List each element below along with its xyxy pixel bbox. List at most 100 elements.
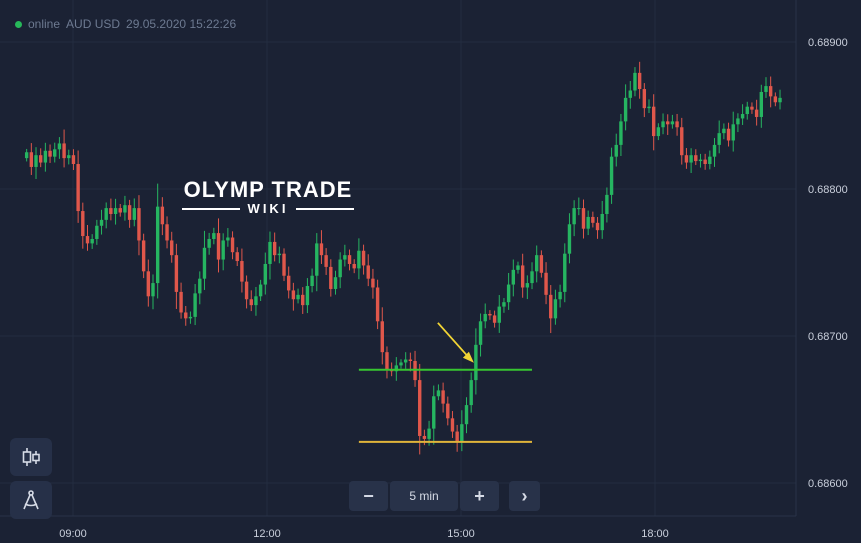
candle-body [24, 152, 29, 159]
candle-body [553, 299, 558, 319]
candle-body [258, 284, 263, 297]
candle-body [623, 97, 628, 122]
candle-body [708, 156, 712, 165]
candle-body [689, 155, 693, 163]
candle-body [268, 241, 272, 264]
candle-body [656, 127, 661, 137]
candle-body [726, 128, 731, 141]
candle-body [347, 255, 352, 264]
candle-body [722, 128, 726, 134]
next-button[interactable]: › [509, 481, 540, 511]
candle-body [380, 321, 384, 353]
candle-body [277, 253, 282, 256]
candle-body [534, 255, 539, 272]
drawing-tools-button[interactable] [10, 481, 52, 519]
candle-body [670, 121, 675, 125]
candle-body [230, 237, 235, 253]
candle-body [198, 278, 202, 294]
candle-body [184, 312, 188, 319]
timeframe-decrease-button[interactable]: − [349, 481, 388, 511]
candle-body [272, 241, 277, 256]
timeframe-increase-button[interactable]: + [460, 481, 499, 511]
candle-body [315, 243, 319, 276]
candle-body [661, 121, 665, 128]
candle-body [361, 250, 366, 266]
candle-body [773, 96, 778, 103]
candle-body [305, 286, 310, 306]
candle-body [539, 255, 544, 273]
candle-body [516, 265, 520, 270]
candle-body [254, 296, 258, 306]
x-tick-label: 09:00 [59, 528, 87, 540]
candle-body [436, 390, 441, 397]
candle-body [207, 238, 211, 248]
candle-body [296, 294, 300, 300]
candle-body [619, 121, 623, 145]
candle-body [563, 253, 567, 292]
candle-body [731, 124, 735, 141]
candlestick-icon [22, 448, 40, 466]
candle-body [483, 313, 487, 322]
candle-body [319, 243, 324, 256]
candle-body [170, 240, 174, 256]
candle-body [141, 240, 146, 272]
candle-body [605, 194, 609, 214]
x-tick-label: 18:00 [641, 528, 669, 540]
candle-body [43, 150, 48, 163]
candle-body [750, 106, 754, 110]
candle-body [244, 281, 249, 300]
candle-body [240, 261, 244, 282]
candle-body [520, 265, 525, 288]
candle-body [455, 431, 459, 442]
candle-body [633, 72, 637, 91]
candle-body [558, 291, 562, 300]
candle-body [118, 208, 122, 213]
candle-body [642, 89, 647, 109]
candle-body [160, 206, 165, 225]
status-bar: online AUD USD 29.05.2020 15:22:26 [15, 16, 236, 32]
candle-body [680, 127, 684, 156]
candle-body [474, 344, 478, 381]
candle-body [464, 405, 469, 425]
candle-body [600, 213, 604, 231]
breakout-arrow [437, 322, 472, 361]
candle-body [595, 222, 600, 231]
candle-body [34, 155, 38, 167]
candle-body [525, 283, 530, 288]
candle-body [530, 271, 534, 284]
candle-body [694, 155, 698, 162]
candle-body [577, 208, 581, 210]
timeframe-value[interactable]: 5 min [390, 481, 458, 511]
candle-body [38, 155, 43, 163]
candle-body [581, 208, 586, 229]
candle-body [432, 396, 436, 429]
candle-body [113, 208, 118, 214]
y-tick-label: 0.68700 [808, 331, 848, 343]
watermark-line1: OLYMP TRADE [183, 177, 353, 202]
candle-body [572, 208, 576, 225]
candle-body [109, 208, 113, 214]
candle-body [76, 164, 80, 212]
candle-body [698, 159, 703, 162]
candle-body [745, 106, 749, 115]
candle-body [221, 240, 225, 260]
breakout-arrow-head [462, 351, 474, 363]
candle-body [235, 252, 239, 262]
candle-body [193, 293, 197, 317]
candle-body [740, 114, 745, 119]
indicators-button[interactable] [10, 438, 52, 476]
candle-body [62, 143, 66, 159]
candle-body [343, 255, 347, 260]
candle-body [29, 152, 34, 167]
candle-body [754, 109, 759, 117]
candle-body [127, 205, 132, 220]
candle-body [544, 272, 548, 295]
candle-body [123, 205, 127, 213]
watermark-line2: WIKI [247, 201, 289, 216]
candle-body [441, 390, 445, 404]
candle-body [95, 225, 99, 239]
y-tick-label: 0.68600 [808, 478, 848, 490]
status-label: online [28, 17, 61, 31]
